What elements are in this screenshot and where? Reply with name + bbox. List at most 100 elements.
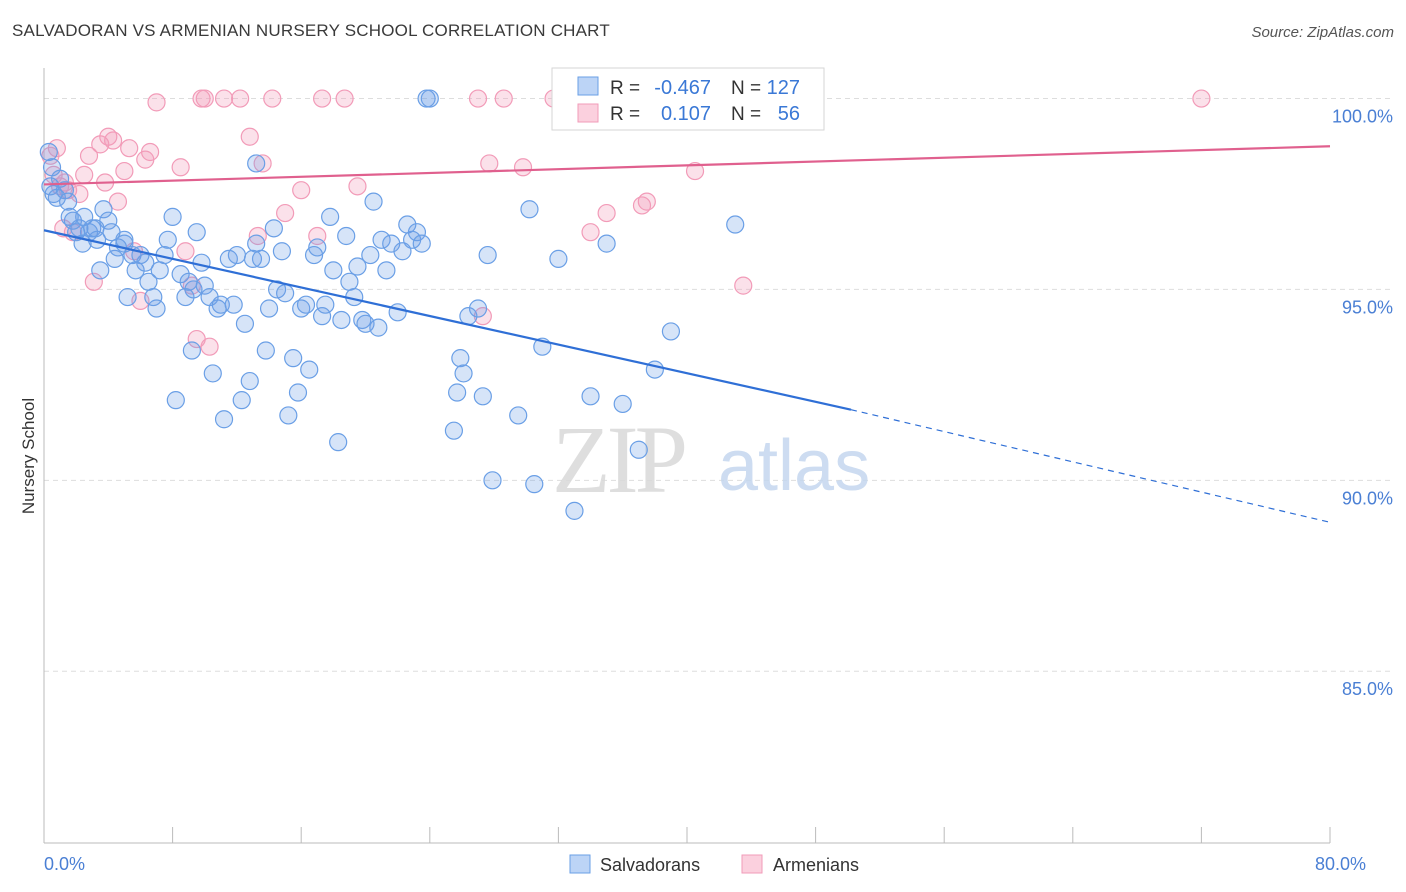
salvadoran-point — [321, 207, 340, 226]
salvadoran-point — [308, 238, 327, 257]
salvadoran-point — [629, 440, 648, 459]
salvadoran-point — [361, 245, 380, 265]
armenian-point — [685, 161, 705, 181]
armenian-point — [734, 276, 753, 295]
y-tick-label: 95.0% — [1342, 297, 1393, 317]
salvadoran-point — [369, 318, 388, 337]
salvadoran-point — [324, 261, 343, 280]
armenian-point — [79, 146, 99, 165]
salvadoran-point — [444, 421, 464, 440]
salvadoran-point — [256, 341, 275, 360]
salvadoran-point — [340, 272, 359, 291]
salvadoran-point — [288, 383, 308, 402]
salvadoran-point — [91, 261, 110, 280]
salvadoran-point — [296, 295, 316, 314]
salvadoran-point — [247, 154, 266, 173]
salvadoran-point — [259, 299, 279, 318]
salvadoran-point — [613, 394, 632, 414]
salvadoran-point — [184, 280, 203, 299]
salvadoran-point — [597, 234, 616, 253]
salvadoran-point — [412, 234, 431, 253]
armenian-point — [195, 89, 214, 108]
legend-n-label-salvadoran: N = — [731, 78, 761, 99]
armenian-point — [312, 89, 332, 108]
salvadoran-point — [227, 245, 246, 265]
salvadoran-point — [581, 387, 600, 406]
armenian-point — [494, 89, 513, 108]
salvadoran-point — [55, 181, 74, 200]
armenian-point — [115, 161, 134, 181]
trend-lines — [43, 145, 1331, 523]
armenian-point — [468, 89, 488, 108]
y-tick-label: 90.0% — [1342, 488, 1393, 508]
salvadoran-point — [232, 391, 251, 410]
bottom-legend-swatch-salvadorans — [569, 854, 591, 874]
armenian-point — [348, 177, 367, 196]
source-label: Source: ZipAtlas.com — [1251, 24, 1394, 41]
salvadoran-point — [150, 261, 169, 280]
salvadoran-point — [316, 295, 335, 314]
salvadoran-point — [364, 192, 383, 211]
salvadoran-trend-extension — [850, 409, 1331, 523]
armenian-point — [581, 223, 600, 242]
salvadoran-point — [158, 230, 177, 249]
legend-box: R = -0.467 N = 127 R = 0.107 N = 56 — [551, 67, 825, 131]
salvadoran-point — [60, 207, 79, 226]
armenian-point — [292, 181, 311, 200]
x-tick-label: 0.0% — [44, 854, 85, 874]
salvadoran-point — [332, 310, 351, 330]
x-tick-label: 80.0% — [1315, 854, 1366, 874]
salvadoran-point — [312, 307, 332, 326]
armenian-point — [140, 142, 160, 162]
salvadoran-point — [39, 142, 58, 162]
legend-r-value-armenian: 0.107 — [661, 103, 711, 125]
x-ticks: 0.0% 80.0% — [43, 827, 1366, 874]
salvadoran-point — [118, 287, 137, 307]
armenian-point — [104, 131, 123, 150]
salvadoran-point — [214, 410, 234, 429]
salvadoran-point — [86, 219, 105, 238]
salvadoran-point — [192, 253, 211, 272]
armenian-point — [263, 89, 282, 108]
salvadoran-point — [377, 261, 396, 280]
y-tick-labels: 100.0% 95.0% 90.0% 85.0% — [1332, 107, 1393, 700]
salvadoran-point — [337, 226, 356, 246]
armenian-point — [171, 158, 190, 177]
armenian-point — [120, 139, 139, 158]
bottom-legend-label-salvadorans: Salvadorans — [600, 855, 700, 875]
armenian-point — [75, 165, 94, 184]
salvadoran-point — [726, 215, 745, 234]
salvadoran-point — [388, 303, 407, 322]
salvadoran-point — [195, 276, 214, 295]
salvadoran-point — [276, 284, 295, 303]
salvadoran-point — [163, 207, 182, 226]
salvadoran-point — [565, 501, 584, 520]
armenian-point — [214, 89, 234, 108]
armenian-point — [231, 89, 250, 108]
armenian-point — [200, 337, 219, 356]
legend-n-value-salvadoran: 127 — [767, 77, 800, 99]
salvadoran-point — [420, 89, 439, 108]
salvadoran-point — [483, 471, 502, 490]
salvadoran-point — [454, 364, 473, 383]
armenian-point — [335, 89, 354, 108]
salvadoran-point — [272, 242, 292, 261]
salvadoran-point — [264, 219, 283, 238]
salvadoran-point — [329, 433, 348, 452]
salvadoran-point — [59, 192, 78, 211]
salvadoran-point — [520, 200, 539, 219]
salvadoran-point — [451, 349, 470, 368]
salvadoran-point — [136, 253, 155, 272]
y-axis-label: Nursery School — [19, 398, 38, 514]
salvadoran-point — [284, 349, 303, 368]
salvadoran-point — [247, 234, 266, 253]
watermark-atlas: atlas — [718, 426, 870, 506]
armenian-point — [276, 203, 295, 223]
salvadoran-point — [279, 406, 298, 425]
armenian-point — [176, 242, 195, 261]
salvadoran-point — [211, 295, 230, 314]
legend-swatch-salvadoran — [577, 76, 599, 96]
salvadoran-point — [147, 299, 166, 318]
salvadoran-point — [549, 249, 568, 268]
salvadoran-point — [478, 245, 497, 265]
